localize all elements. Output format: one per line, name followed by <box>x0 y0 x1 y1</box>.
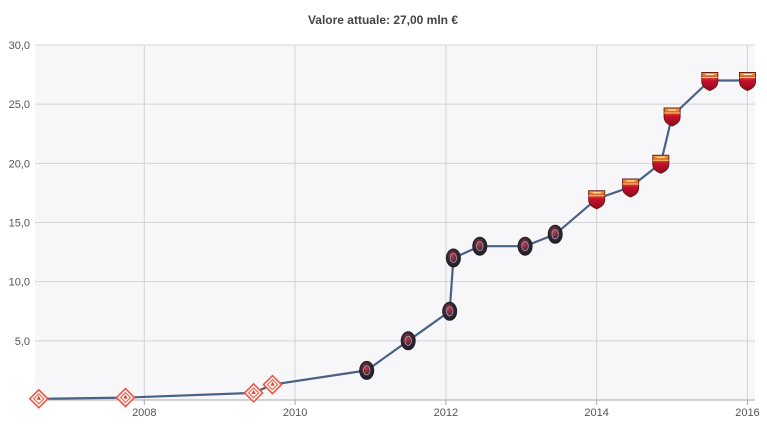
y-tick-label: 15,0 <box>9 218 30 230</box>
cagliari-crest-icon[interactable] <box>547 224 563 244</box>
cagliari-crest-icon[interactable] <box>400 331 416 351</box>
cagliari-crest-icon[interactable] <box>517 236 533 256</box>
y-tick-label: 25,0 <box>9 99 30 111</box>
y-axis-ticks: 5,0 10,0 15,0 20,0 25,0 30,0 <box>9 40 30 348</box>
cagliari-crest-icon[interactable] <box>359 360 375 380</box>
roma-crest-icon[interactable] <box>701 72 719 91</box>
y-tick-label: 20,0 <box>9 158 30 170</box>
y-tick-label: 5,0 <box>15 336 30 348</box>
x-tick-label: 2016 <box>735 407 759 419</box>
roma-crest-icon[interactable] <box>622 178 640 198</box>
cagliari-crest-icon[interactable] <box>472 236 488 256</box>
roma-crest-icon[interactable] <box>739 72 756 91</box>
roma-crest-icon[interactable] <box>663 107 681 127</box>
y-tick-label: 10,0 <box>9 277 30 289</box>
chart-title: Valore attuale: 27,00 mln € <box>308 13 458 27</box>
grid-lines <box>35 44 755 400</box>
y-tick-label: 30,0 <box>9 40 30 52</box>
x-tick-label: 2010 <box>283 407 307 419</box>
cagliari-crest-icon[interactable] <box>445 248 461 268</box>
x-tick-label: 2014 <box>584 407 608 419</box>
roma-crest-icon[interactable] <box>652 154 670 174</box>
x-axis-ticks: 2008 2010 2012 2014 2016 <box>132 400 760 419</box>
roma-crest-icon[interactable] <box>588 190 606 210</box>
cagliari-crest-icon[interactable] <box>442 301 458 321</box>
x-tick-label: 2012 <box>434 407 458 419</box>
x-tick-label: 2008 <box>132 407 156 419</box>
